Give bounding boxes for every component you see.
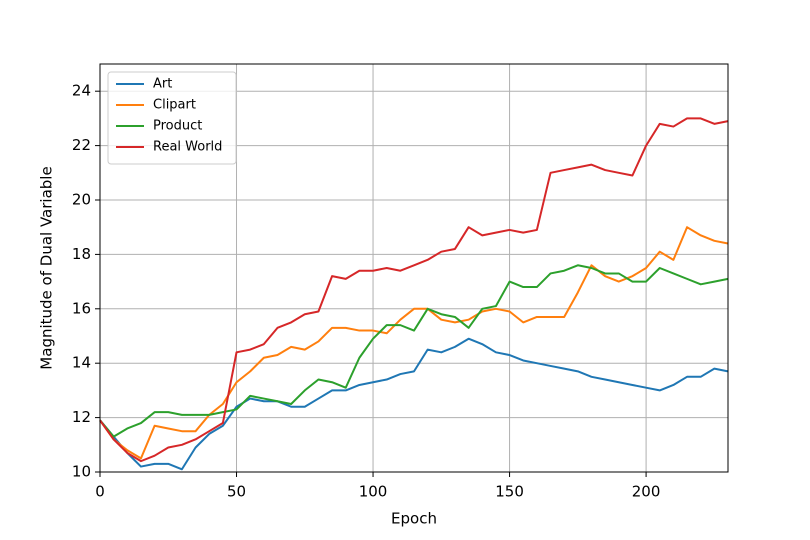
x-tick-label: 100 <box>359 483 388 501</box>
y-tick-label: 14 <box>72 354 91 372</box>
y-tick-label: 10 <box>72 463 91 481</box>
legend-label: Art <box>153 77 172 92</box>
x-tick-label: 150 <box>495 483 524 501</box>
legend-box <box>107 71 237 165</box>
x-axis-label: Epoch <box>391 510 437 528</box>
y-tick-label: 22 <box>72 136 91 154</box>
y-tick-label: 24 <box>72 82 91 100</box>
x-tick-label: 50 <box>227 483 246 501</box>
legend-label: Real World <box>153 140 222 155</box>
legend-label: Clipart <box>153 98 196 113</box>
y-tick-label: 18 <box>72 245 91 263</box>
series-line <box>99 226 729 460</box>
y-tick-label: 12 <box>72 408 91 426</box>
series-line <box>99 337 729 471</box>
legend-label: Product <box>153 119 202 134</box>
y-axis-label: Magnitude of Dual Variable <box>38 166 56 369</box>
y-tick-label: 20 <box>72 191 91 209</box>
series-line <box>99 264 729 438</box>
plot-frame <box>99 63 729 473</box>
x-tick-label: 0 <box>95 483 105 501</box>
series-line <box>99 117 729 463</box>
x-tick-label: 200 <box>632 483 661 501</box>
y-tick-label: 16 <box>72 299 91 317</box>
